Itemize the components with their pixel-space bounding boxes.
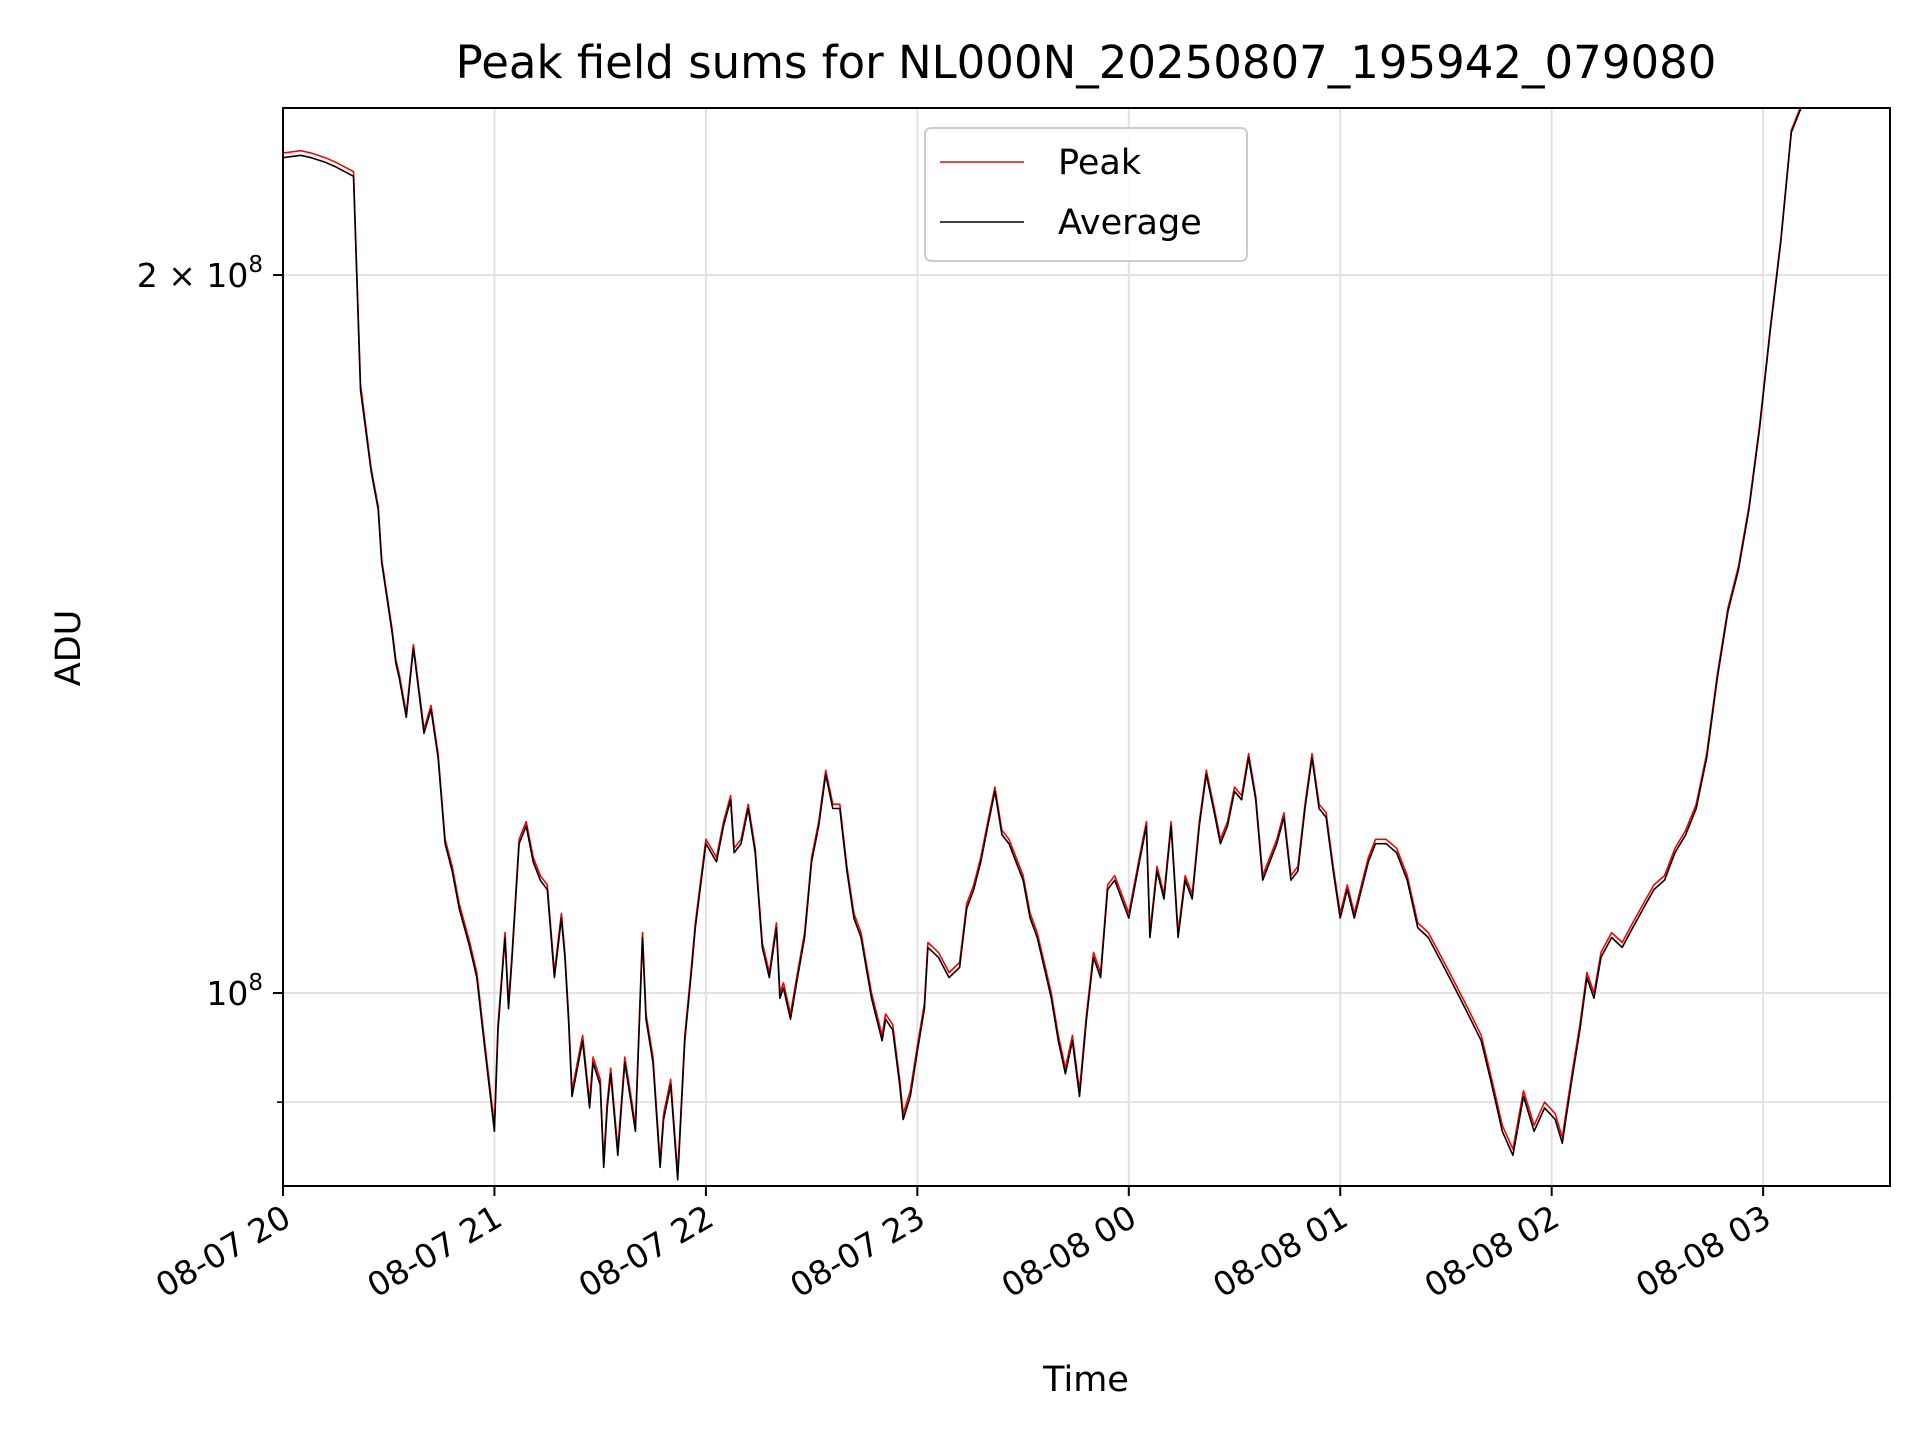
chart-title: Peak field sums for NL000N_20250807_1959… xyxy=(456,36,1717,89)
x-tick-label: 08-08 00 xyxy=(995,1197,1143,1305)
plot-frame xyxy=(282,107,1891,1187)
series-layer xyxy=(283,108,1802,1181)
x-tick-label: 08-07 20 xyxy=(149,1197,297,1305)
grid-layer xyxy=(282,108,1890,1186)
x-tick-label: 08-08 02 xyxy=(1418,1197,1566,1305)
y-tick-label: 2 × 108 xyxy=(137,252,263,295)
series-line-peak xyxy=(283,108,1802,1175)
x-axis: 08-07 20 08-07 21 08-07 22 08-07 23 08-08 00… xyxy=(149,1186,1777,1305)
plot-area xyxy=(283,108,1802,1181)
x-tick-label: 08-08 01 xyxy=(1206,1197,1354,1305)
x-tick-label: 08-07 22 xyxy=(572,1197,720,1305)
x-tick-label: 08-08 03 xyxy=(1629,1197,1777,1305)
series-line-average xyxy=(283,108,1802,1181)
legend-label-average: Average xyxy=(1058,203,1202,243)
y-tick-label: 108 xyxy=(206,970,263,1013)
legend-label-peak: Peak xyxy=(1058,143,1142,183)
x-tick-label: 08-07 21 xyxy=(360,1197,508,1305)
legend: Peak Average xyxy=(924,127,1248,262)
y-axis: 108 2 × 108 xyxy=(137,252,283,1103)
x-axis-label: Time xyxy=(1042,1360,1129,1400)
y-axis-label: ADU xyxy=(49,610,89,687)
x-tick-label: 08-07 23 xyxy=(783,1197,931,1305)
